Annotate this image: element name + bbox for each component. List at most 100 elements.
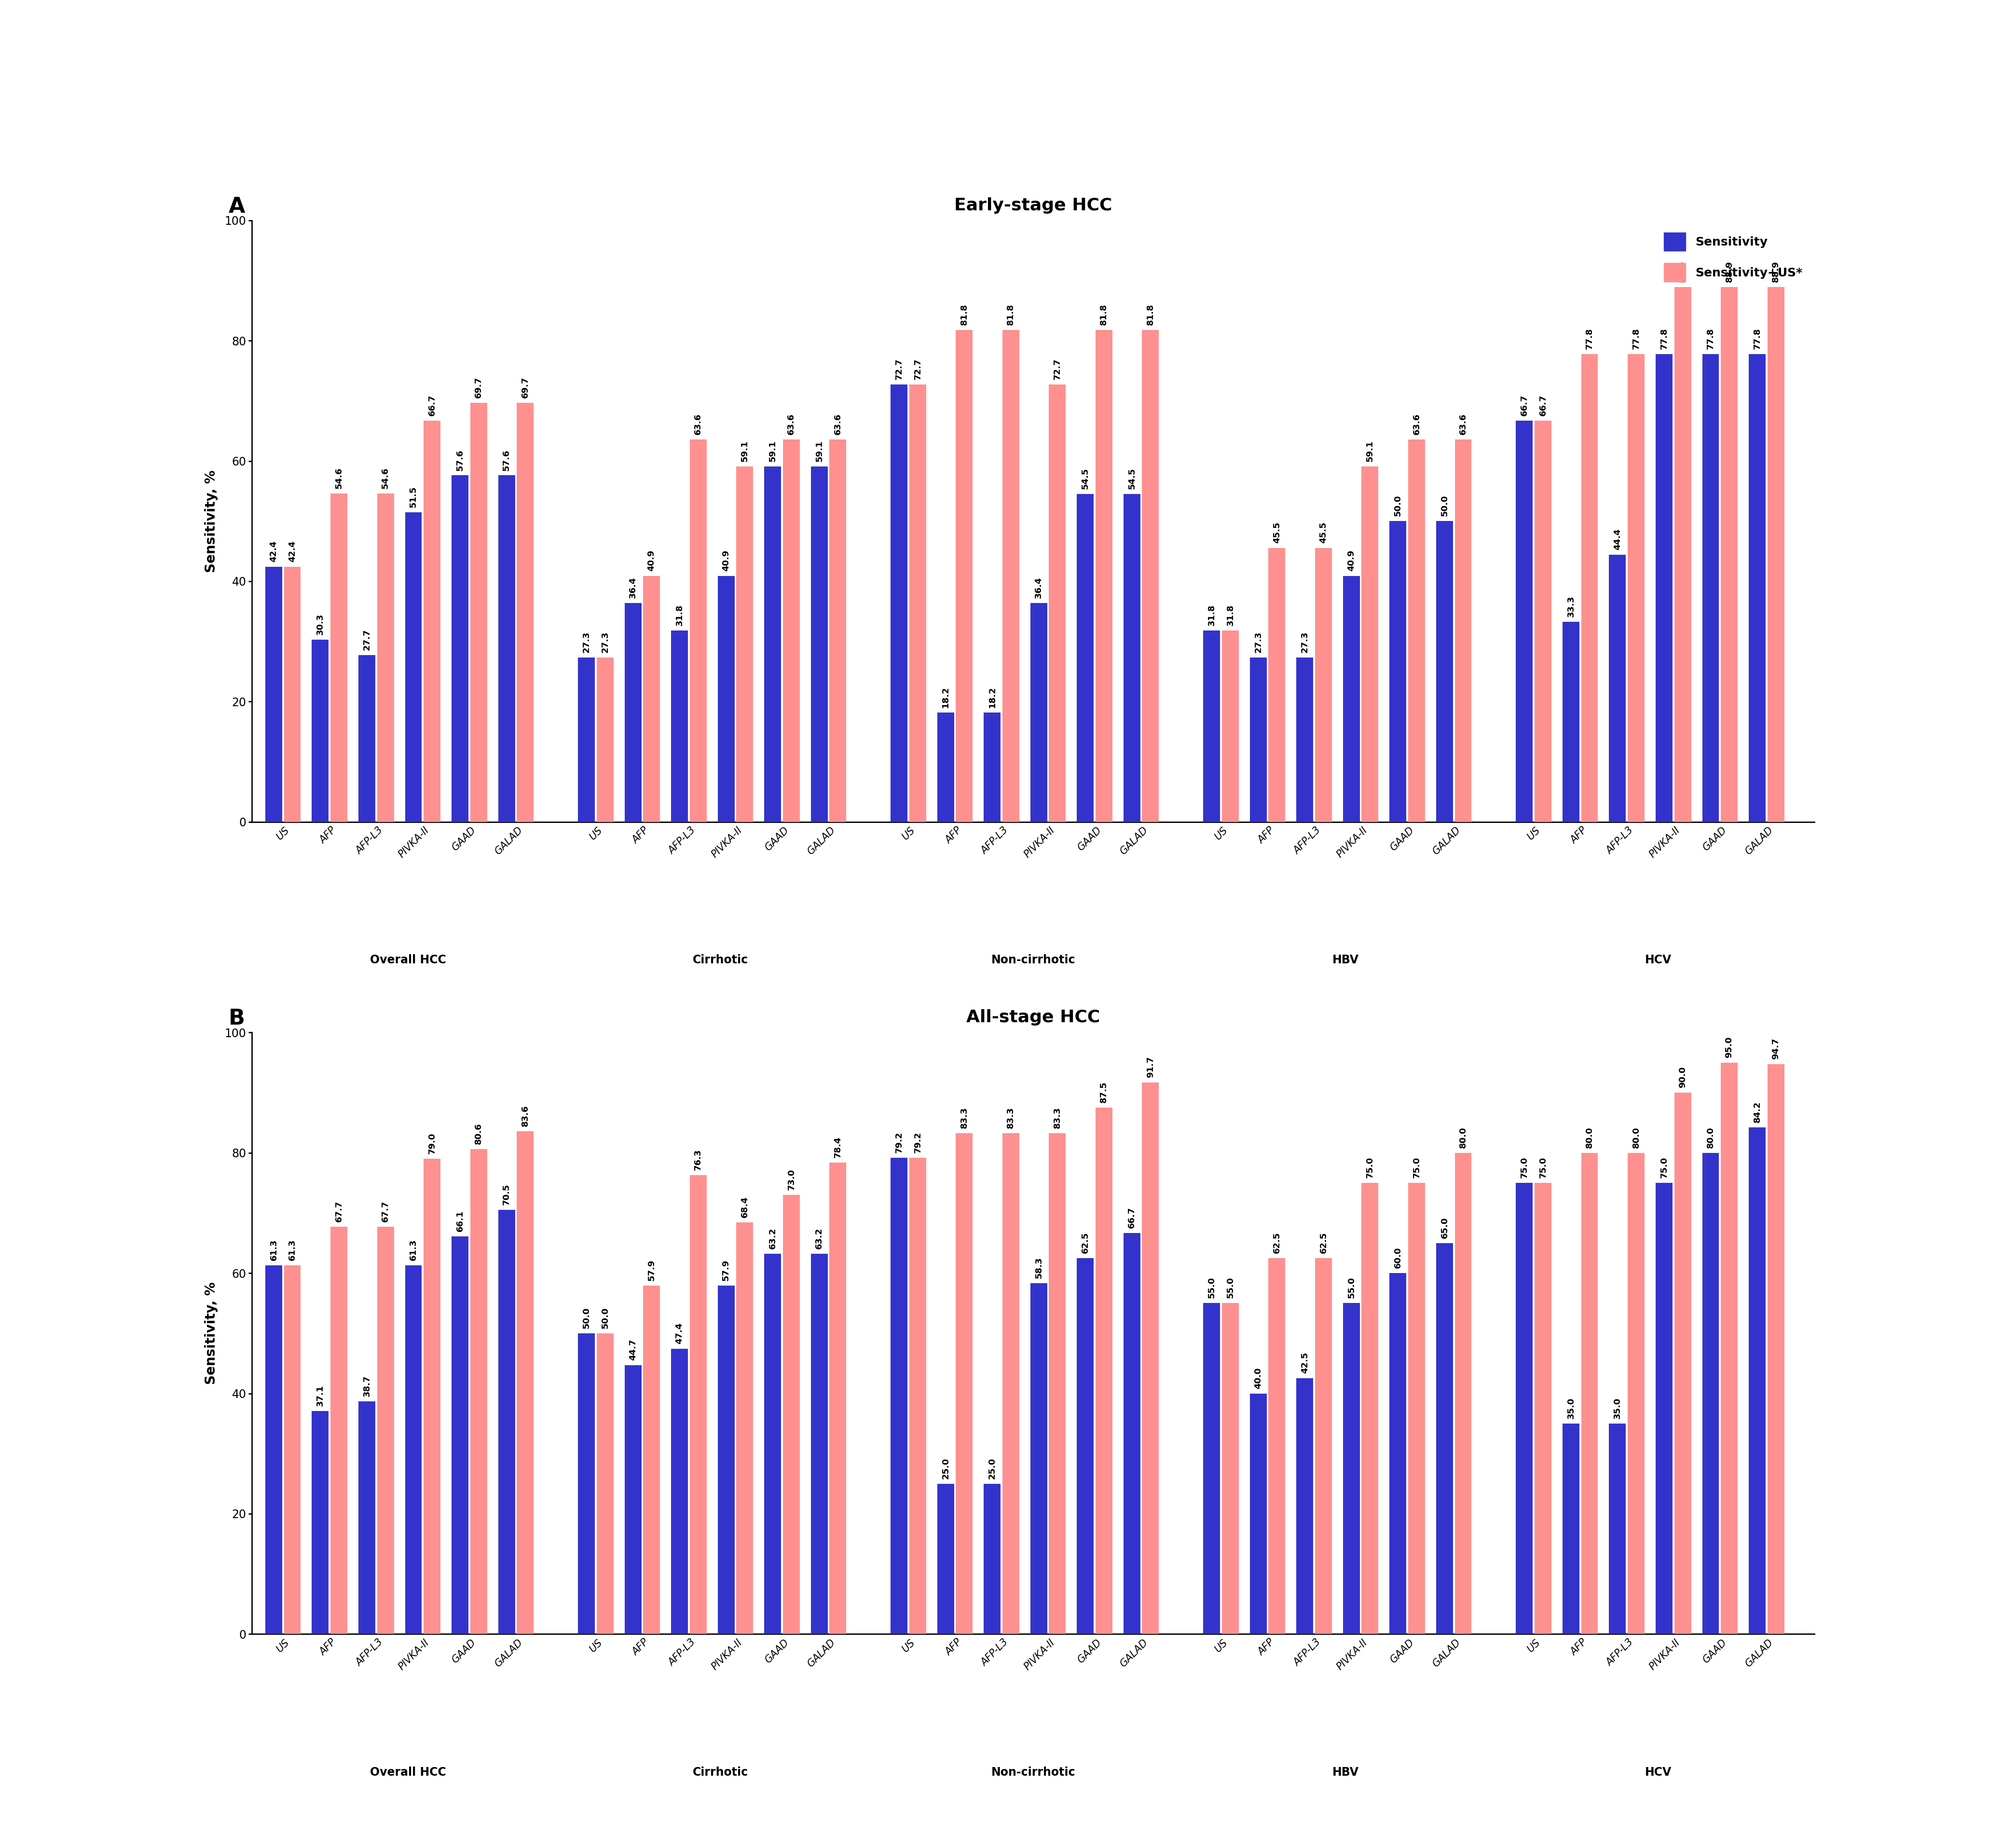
Text: 77.8: 77.8: [1631, 327, 1641, 349]
Bar: [718, 1285, 734, 1634]
Text: 88.9: 88.9: [1679, 261, 1687, 283]
Text: 59.1: 59.1: [740, 441, 750, 461]
Text: Non-cirrhotic: Non-cirrhotic: [992, 955, 1075, 966]
Text: 50.0: 50.0: [1393, 496, 1403, 516]
Text: 91.7: 91.7: [1147, 1056, 1155, 1078]
Bar: [1655, 1182, 1673, 1634]
Text: 31.8: 31.8: [1226, 604, 1234, 626]
Text: 73.0: 73.0: [786, 1170, 796, 1190]
Bar: [470, 402, 488, 823]
Text: 80.0: 80.0: [1706, 1127, 1716, 1148]
Text: 37.1: 37.1: [317, 1384, 325, 1406]
Bar: [1673, 1092, 1691, 1634]
Legend: Sensitivity, Sensitivity+US*: Sensitivity, Sensitivity+US*: [1657, 226, 1808, 288]
Text: 77.8: 77.8: [1585, 327, 1595, 349]
Text: 87.5: 87.5: [1099, 1081, 1109, 1103]
Bar: [718, 577, 734, 823]
Bar: [331, 1226, 347, 1634]
Bar: [736, 466, 754, 823]
Bar: [1627, 1153, 1645, 1634]
Bar: [1314, 549, 1333, 823]
Text: 81.8: 81.8: [960, 303, 968, 325]
Text: 66.7: 66.7: [1520, 395, 1528, 415]
Text: Non-cirrhotic: Non-cirrhotic: [992, 1766, 1075, 1777]
Bar: [956, 330, 972, 823]
Bar: [452, 1236, 468, 1634]
Bar: [1407, 1182, 1425, 1634]
Bar: [1562, 1423, 1579, 1634]
Text: 40.9: 40.9: [1347, 549, 1355, 571]
Bar: [1048, 1133, 1066, 1634]
Bar: [1722, 286, 1738, 823]
Bar: [810, 466, 829, 823]
Bar: [331, 494, 347, 823]
Bar: [1222, 1304, 1238, 1634]
Bar: [1048, 384, 1066, 823]
Text: 88.9: 88.9: [1772, 261, 1780, 283]
Bar: [1534, 420, 1552, 823]
Text: 75.0: 75.0: [1520, 1157, 1528, 1179]
Text: 36.4: 36.4: [1034, 577, 1042, 599]
Bar: [810, 1254, 829, 1634]
Text: HBV: HBV: [1333, 955, 1359, 966]
Bar: [359, 1401, 375, 1634]
Text: 81.8: 81.8: [1006, 303, 1016, 325]
Bar: [1389, 521, 1407, 823]
Text: 42.5: 42.5: [1300, 1351, 1308, 1373]
Text: 27.3: 27.3: [601, 632, 609, 654]
Text: 83.6: 83.6: [520, 1105, 530, 1125]
Bar: [1077, 1258, 1095, 1634]
Bar: [891, 384, 907, 823]
Bar: [1562, 622, 1579, 823]
Bar: [452, 476, 468, 823]
Bar: [937, 712, 954, 823]
Bar: [423, 420, 439, 823]
Text: 90.0: 90.0: [1679, 1067, 1687, 1087]
Text: HCV: HCV: [1645, 1766, 1671, 1777]
Bar: [689, 1175, 706, 1634]
Bar: [1609, 1423, 1627, 1634]
Text: 55.0: 55.0: [1226, 1278, 1234, 1298]
Text: 55.0: 55.0: [1347, 1278, 1355, 1298]
Bar: [782, 439, 800, 823]
Text: Cirrhotic: Cirrhotic: [694, 955, 748, 966]
Bar: [1095, 1107, 1113, 1634]
Text: 50.0: 50.0: [583, 1307, 591, 1329]
Title: Early-stage HCC: Early-stage HCC: [954, 196, 1113, 213]
Bar: [312, 639, 329, 823]
Bar: [1702, 354, 1720, 823]
Bar: [1296, 1379, 1312, 1634]
Bar: [1204, 1304, 1220, 1634]
Text: 95.0: 95.0: [1726, 1036, 1734, 1058]
Bar: [312, 1410, 329, 1634]
Text: 77.8: 77.8: [1706, 327, 1716, 349]
Bar: [597, 1333, 613, 1634]
Bar: [1609, 554, 1627, 823]
Bar: [1768, 1065, 1784, 1634]
Bar: [1123, 1232, 1141, 1634]
Title: All-stage HCC: All-stage HCC: [966, 1010, 1101, 1026]
Text: 54.6: 54.6: [335, 466, 343, 488]
Text: 42.4: 42.4: [270, 540, 278, 562]
Text: 35.0: 35.0: [1613, 1397, 1621, 1419]
Bar: [1702, 1153, 1720, 1634]
Bar: [625, 1366, 641, 1634]
Text: 25.0: 25.0: [988, 1458, 996, 1478]
Text: 27.7: 27.7: [363, 630, 371, 650]
Text: HCV: HCV: [1645, 955, 1671, 966]
Bar: [1030, 602, 1046, 823]
Text: 61.3: 61.3: [409, 1239, 417, 1261]
Bar: [736, 1223, 754, 1634]
Bar: [1077, 494, 1095, 823]
Bar: [1516, 420, 1532, 823]
Text: 57.6: 57.6: [502, 450, 510, 470]
Text: 77.8: 77.8: [1752, 327, 1762, 349]
Text: 54.6: 54.6: [381, 466, 389, 488]
Text: 75.0: 75.0: [1538, 1157, 1548, 1179]
Bar: [1250, 657, 1266, 823]
Text: 66.7: 66.7: [1538, 395, 1548, 415]
Bar: [1361, 1182, 1379, 1634]
Bar: [579, 657, 595, 823]
Bar: [1030, 1283, 1046, 1634]
Bar: [405, 512, 421, 823]
